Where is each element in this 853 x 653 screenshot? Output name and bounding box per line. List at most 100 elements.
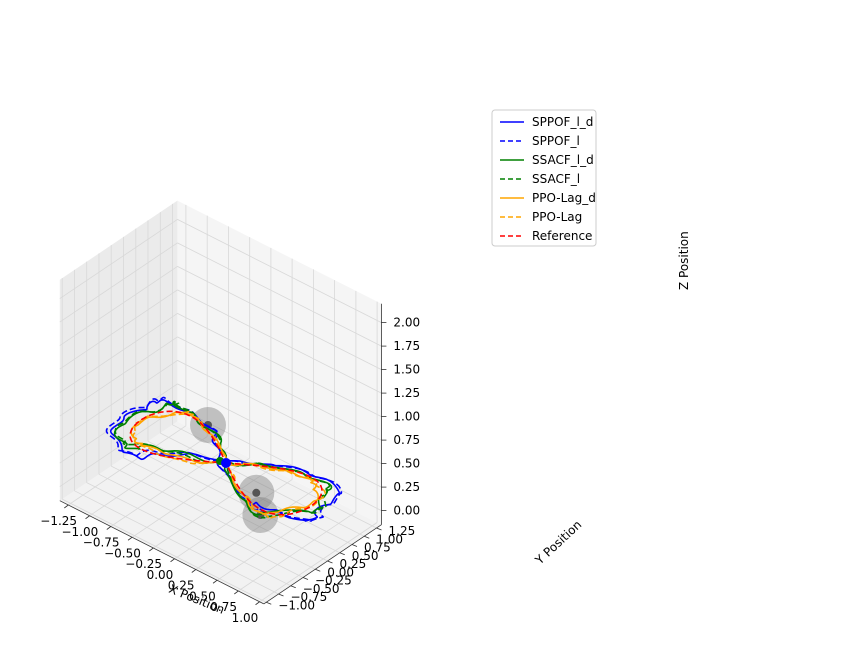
legend-label-SPPOF_l_d: SPPOF_l_d — [532, 115, 593, 129]
legend-label-SPPOF_l: SPPOF_l — [532, 134, 580, 148]
y-tick-label: 1.25 — [389, 524, 416, 538]
y-tick-mark — [278, 593, 284, 597]
x-tick-label: 1.00 — [232, 611, 259, 625]
x-tick-label: −0.50 — [104, 546, 141, 560]
grid-z — [59, 313, 178, 393]
grid-z — [59, 289, 178, 370]
y-tick-mark — [266, 601, 272, 605]
grid-y — [111, 465, 316, 570]
grid-y — [123, 457, 328, 562]
y-tick-label: −1.00 — [278, 598, 315, 612]
x-tick-label: 0.25 — [168, 579, 195, 593]
legend-label-PPO-Lag_d: PPO-Lag_d — [532, 191, 596, 205]
grid-z — [177, 289, 382, 394]
x-tick-label: 0.75 — [210, 600, 237, 614]
x-tick-mark — [149, 547, 154, 552]
x-tick-label: −1.25 — [40, 514, 77, 528]
grid-y — [74, 490, 279, 595]
y-tick-label: 0.75 — [364, 541, 391, 555]
x-tick-label: 0.00 — [147, 568, 174, 582]
x-tick-mark — [191, 569, 197, 573]
y-tick-label: −0.25 — [315, 574, 352, 588]
x-tick-mark — [255, 601, 260, 606]
x-tick-mark — [212, 579, 218, 584]
legend-frame — [491, 109, 597, 247]
x-tick-mark — [85, 515, 90, 520]
x-axis-label: X Position — [167, 582, 227, 617]
x-tick-label: −0.75 — [83, 536, 120, 550]
grid-z — [59, 266, 178, 346]
grid-y — [135, 449, 340, 554]
y-tick-mark — [376, 527, 382, 531]
grid-x — [174, 479, 293, 560]
legend-label-SSACF_l_d: SSACF_l_d — [532, 153, 594, 167]
obstacle-center — [252, 488, 261, 497]
legend: SPPOF_l_d SPPOF_l SSACF_l_d SSACF_l PPO-Lag_… — [491, 109, 597, 247]
x-tick-mark — [234, 590, 239, 595]
grid-y — [98, 473, 304, 578]
legend-label-Reference: Reference — [532, 229, 592, 243]
z-tick-label: 0.00 — [393, 504, 420, 518]
grid-z — [177, 242, 382, 347]
z-tick-label: 2.00 — [393, 316, 420, 330]
x-tick-label: 0.50 — [189, 589, 216, 603]
series-line-SPPOF_l — [105, 396, 343, 522]
x-tick-mark — [106, 526, 112, 530]
y-tick-mark — [327, 560, 333, 564]
grid-z — [177, 336, 382, 441]
grid-y — [160, 432, 365, 537]
x-tick-label: −1.00 — [62, 525, 99, 539]
legend-label-SSACF_l: SSACF_l — [532, 172, 580, 186]
grid-x — [110, 446, 229, 527]
grid-y — [86, 482, 291, 587]
y-tick-label: 0.25 — [340, 557, 367, 571]
z-tick-label: 0.25 — [393, 480, 420, 494]
y-tick-mark — [315, 568, 321, 572]
start-markers — [216, 457, 231, 468]
y-tick-mark — [351, 544, 358, 547]
z-tick-label: 1.00 — [393, 410, 420, 424]
z-tick-label: 1.50 — [393, 363, 420, 377]
z-tick-label: 0.75 — [393, 433, 420, 447]
grid-z — [59, 360, 178, 440]
y-tick-label: 1.00 — [376, 532, 403, 546]
z-axis-label: Z Position — [677, 231, 691, 290]
grid-z — [59, 219, 178, 299]
grid-x — [238, 511, 357, 592]
y-tick-mark — [302, 577, 309, 580]
axis-ticks: −1.25−1.00−0.75−0.50−0.250.000.250.500.7… — [40, 316, 420, 625]
z-tick-label: 0.50 — [393, 457, 420, 471]
y-tick-label: −0.75 — [291, 590, 328, 604]
grid-x — [68, 425, 187, 506]
z-tick-label: 1.75 — [393, 339, 420, 353]
grid-y — [62, 498, 267, 603]
floor-pane — [59, 421, 382, 604]
grid-z — [177, 266, 382, 370]
grid-x — [195, 489, 314, 570]
grid-z — [59, 242, 178, 323]
grid-x — [89, 436, 208, 517]
y-tick-label: 0.50 — [352, 549, 379, 563]
y-tick-label: −0.50 — [303, 582, 340, 596]
y-tick-mark — [339, 552, 345, 556]
y-axis-label: Y Position — [532, 517, 585, 567]
grid-x — [153, 468, 272, 549]
grid-y — [172, 424, 377, 529]
y-tick-label: 0.00 — [327, 565, 354, 579]
grid-z — [177, 313, 382, 417]
y-tick-mark — [290, 585, 296, 589]
grid-z — [177, 383, 382, 488]
x-axis-line — [59, 500, 264, 605]
x-tick-mark — [170, 558, 175, 563]
grid-z — [177, 360, 382, 464]
x-tick-label: −0.25 — [125, 557, 162, 571]
grid-z — [177, 219, 382, 323]
y-axis-line — [263, 524, 382, 605]
grid-x — [259, 522, 378, 603]
x-tick-mark — [127, 536, 133, 541]
x-tick-mark — [64, 504, 69, 509]
start-marker-blue — [221, 458, 231, 468]
grid-z — [59, 336, 178, 417]
z-tick-label: 1.25 — [393, 386, 420, 400]
